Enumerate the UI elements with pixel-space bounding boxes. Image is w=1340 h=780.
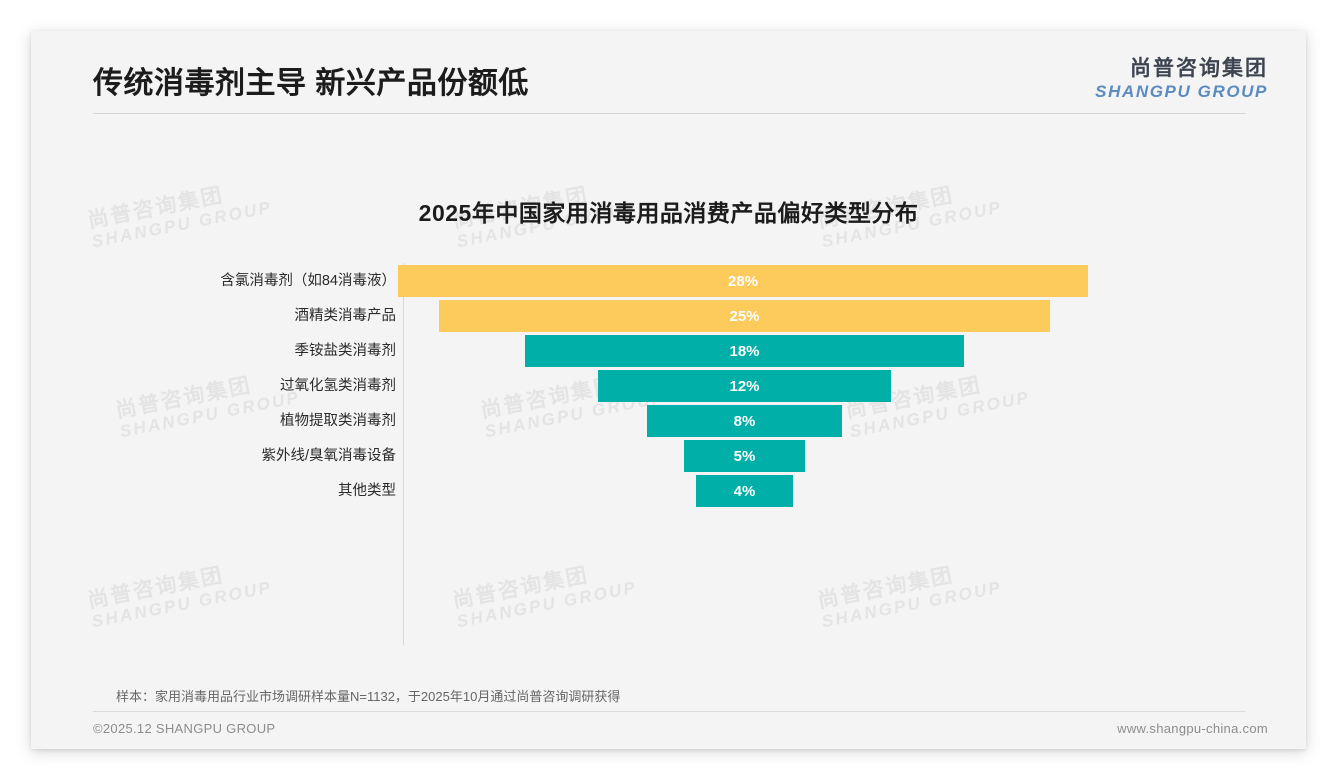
chart-bar[interactable]: 8% [647,405,842,437]
category-label: 季铵盐类消毒剂 [294,343,397,359]
category-label: 过氧化氢类消毒剂 [280,378,396,394]
chart-row: 紫外线/臭氧消毒设备 5% [31,440,1306,472]
chart-area: 尚普咨询集团 SHANGPU GROUP 尚普咨询集团 SHANGPU GROUP 尚普… [31,115,1306,671]
website-link[interactable]: www.shangpu-china.com [1117,721,1268,736]
chart-row: 其他类型 4% [31,475,1306,507]
slide-header: 传统消毒剂主导 新兴产品份额低 尚普咨询集团 SHANGPU GROUP [31,31,1306,115]
chart-axis-line [403,263,404,645]
bar-value-label: 25% [729,307,760,325]
chart-bar[interactable]: 25% [439,300,1050,332]
chart-row: 过氧化氢类消毒剂 12% [31,370,1306,402]
copyright-text: ©2025.12 SHANGPU GROUP [93,721,276,736]
chart-row: 季铵盐类消毒剂 18% [31,335,1306,367]
chart-bar[interactable]: 28% [398,265,1088,297]
page-title: 传统消毒剂主导 新兴产品份额低 [93,67,529,100]
chart-bar[interactable]: 12% [598,370,891,402]
category-label: 植物提取类消毒剂 [280,413,396,429]
category-label: 酒精类消毒产品 [294,308,397,324]
logo-english-text: SHANGPU GROUP [1095,82,1268,101]
chart-bar[interactable]: 5% [684,440,805,472]
chart-row: 酒精类消毒产品 25% [31,300,1306,332]
category-label: 紫外线/臭氧消毒设备 [261,448,396,464]
chart-bar[interactable]: 18% [525,335,964,367]
funnel-chart: 含氯消毒剂（如84消毒液） 28% 酒精类消毒产品 25% 季铵盐类消毒剂 18% 过氧化氢… [31,115,1306,671]
chart-row: 植物提取类消毒剂 8% [31,405,1306,437]
bar-value-label: 28% [727,272,759,290]
category-label: 其他类型 [338,483,396,499]
slide: 传统消毒剂主导 新兴产品份额低 尚普咨询集团 SHANGPU GROUP 尚普咨… [31,31,1306,749]
bar-value-label: 18% [729,342,760,360]
slide-footer: ©2025.12 SHANGPU GROUP www.shangpu-china… [31,712,1306,749]
company-logo: 尚普咨询集团 SHANGPU GROUP [1095,58,1268,100]
bar-value-label: 5% [733,447,756,465]
footer-divider [93,711,1246,712]
category-label: 含氯消毒剂（如84消毒液） [220,273,396,289]
bar-value-label: 8% [733,412,756,430]
chart-title: 2025年中国家用消毒用品消费产品偏好类型分布 [418,200,919,226]
logo-chinese-text: 尚普咨询集团 [1130,57,1268,80]
bar-value-label: 12% [729,377,760,395]
bar-value-label: 4% [733,482,756,500]
chart-row: 含氯消毒剂（如84消毒液） 28% [31,265,1306,297]
chart-bar[interactable]: 4% [696,475,793,507]
header-divider [93,113,1246,114]
source-note: 样本：家用消毒用品行业市场调研样本量N=1132，于2025年10月通过尚普咨询… [116,689,621,704]
